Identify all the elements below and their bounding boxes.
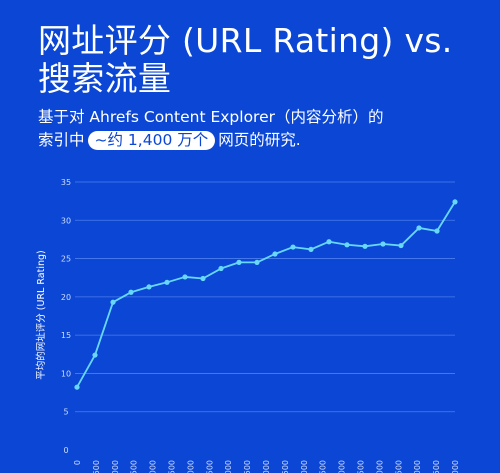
y-tick-label: 5 bbox=[63, 408, 68, 417]
y-tick-label: 20 bbox=[61, 293, 71, 302]
x-tick-label: 9500 bbox=[432, 460, 441, 473]
data-point bbox=[128, 289, 134, 295]
data-point bbox=[326, 239, 332, 245]
data-point bbox=[146, 284, 152, 290]
subtitle-text-2: 索引中 bbox=[38, 131, 85, 149]
x-tick-label: 9000 bbox=[413, 460, 422, 473]
highlight-pill: ~约 1,400 万个 bbox=[87, 131, 216, 150]
x-tick-label: 7500 bbox=[357, 460, 366, 473]
x-tick-label: 8000 bbox=[375, 460, 384, 473]
data-point bbox=[272, 251, 278, 257]
subtitle-line-1: 基于对 Ahrefs Content Explorer（内容分析）的 bbox=[38, 108, 384, 126]
subtitle-line-2: 索引中 ~约 1,400 万个 网页的研究. bbox=[38, 129, 488, 152]
subtitle-text-3: 网页的研究. bbox=[218, 131, 301, 149]
subtitle: 基于对 Ahrefs Content Explorer（内容分析）的 索引中 ~约… bbox=[38, 106, 488, 152]
data-point bbox=[254, 259, 260, 265]
data-point bbox=[218, 265, 224, 272]
data-point bbox=[308, 246, 314, 252]
x-tick-label: 6000 bbox=[300, 460, 309, 473]
data-point bbox=[434, 228, 440, 234]
title-line-2: 搜索流量 bbox=[38, 59, 172, 98]
data-point bbox=[362, 243, 368, 249]
y-tick-label: 15 bbox=[61, 331, 71, 340]
x-tick-label: 6500 bbox=[319, 460, 328, 473]
x-tick-label: 5000 bbox=[262, 460, 271, 473]
x-tick-label: 7000 bbox=[338, 460, 347, 473]
x-tick-label: 1000 bbox=[111, 460, 120, 473]
data-point bbox=[290, 244, 296, 250]
data-point bbox=[164, 279, 170, 285]
x-tick-label: 2500 bbox=[168, 460, 177, 473]
x-tick-label: 2000 bbox=[149, 460, 158, 473]
data-point bbox=[236, 259, 242, 265]
y-tick-label: 30 bbox=[61, 216, 71, 225]
x-tick-label: 3500 bbox=[205, 460, 214, 473]
y-tick-label: 25 bbox=[61, 255, 71, 264]
data-point bbox=[200, 275, 206, 282]
x-tick-label: 500 bbox=[92, 460, 101, 473]
data-point bbox=[416, 225, 422, 231]
x-tick-label: 10000 bbox=[451, 460, 460, 473]
x-tick-label: 1500 bbox=[130, 460, 139, 473]
x-tick-label: 8500 bbox=[394, 460, 403, 473]
title-line-1: 网址评分 (URL Rating) vs. bbox=[38, 21, 453, 60]
x-tick-label: 5500 bbox=[281, 460, 290, 473]
data-point bbox=[452, 199, 458, 205]
data-point bbox=[92, 352, 98, 358]
y-tick-labels: 35 30 25 20 15 10 5 0 bbox=[61, 178, 71, 455]
x-tick-label: 4000 bbox=[224, 460, 233, 473]
data-point bbox=[182, 274, 188, 280]
x-tick-label: 3000 bbox=[186, 460, 195, 473]
title: 网址评分 (URL Rating) vs. 搜索流量 bbox=[38, 22, 488, 98]
y-tick-label: 35 bbox=[61, 178, 71, 187]
y-tick-label: 10 bbox=[61, 369, 71, 378]
y-tick-label: 0 bbox=[63, 446, 68, 455]
series-polyline bbox=[76, 201, 456, 388]
gridlines bbox=[75, 181, 455, 413]
x-tick-label: 0 bbox=[73, 460, 82, 465]
series-line bbox=[76, 201, 456, 388]
x-tick-label: 4500 bbox=[243, 460, 252, 473]
data-point bbox=[380, 241, 386, 247]
data-point bbox=[398, 242, 404, 249]
data-point bbox=[74, 384, 80, 390]
data-point bbox=[110, 299, 116, 305]
data-point bbox=[344, 242, 350, 248]
data-points bbox=[74, 199, 458, 390]
x-tick-labels: 0 500 1000 1500 2000 2500 3000 3500 4000 4500 5000… bbox=[73, 460, 460, 473]
y-axis-label: 平均的网址评分 (URL Rating) bbox=[35, 250, 47, 379]
